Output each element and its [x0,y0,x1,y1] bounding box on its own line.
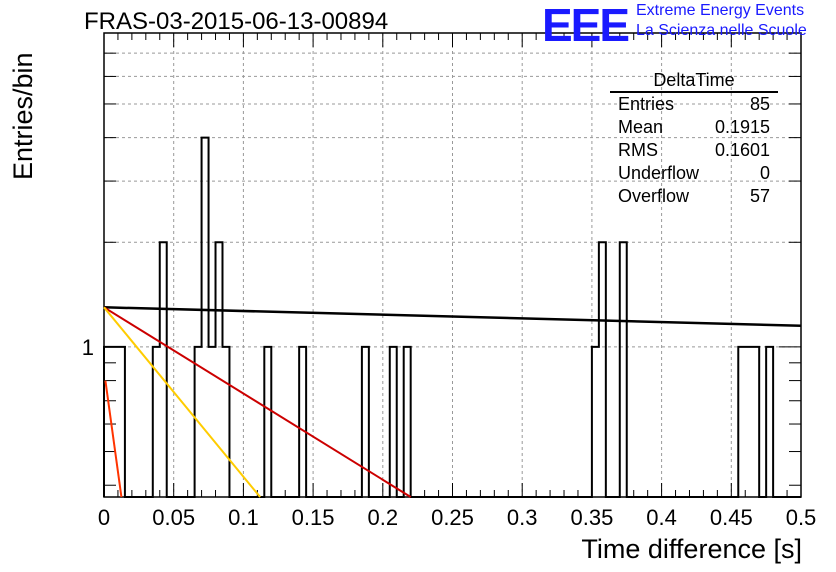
x-tick-label: 0 [98,505,110,530]
x-tick-label: 0.2 [368,505,399,530]
x-tick-label: 0.15 [292,505,335,530]
stats-label: RMS [618,140,658,160]
stats-label: Underflow [618,163,700,183]
x-tick-label: 0.5 [786,505,817,530]
stats-row-entries: Entries 85 [610,93,778,116]
x-tick-label: 0.4 [646,505,677,530]
eee-logo-mark: EEE [542,0,630,51]
stats-value: 0.1915 [714,117,770,137]
histogram-bin [620,242,627,497]
stats-row-mean: Mean 0.1915 [610,116,778,139]
histogram-bin [738,347,745,497]
stats-label: Mean [618,117,664,137]
histogram-bin [592,347,599,497]
stats-label: Entries [618,94,675,114]
stats-value: 57 [749,186,770,206]
histogram-bin [209,347,216,497]
fit-line [103,306,802,328]
fit-line [104,380,123,498]
stats-value: 0.1601 [714,140,770,160]
histogram-bin [766,347,773,497]
x-tick-label: 0.35 [570,505,613,530]
stats-value: 85 [749,94,770,114]
stats-row-overflow: Overflow 57 [610,185,778,208]
stats-label: Overflow [618,186,690,206]
x-tick-label: 0.45 [710,505,753,530]
histogram-bin [222,347,229,497]
histogram-bin [390,347,397,497]
x-tick-label: 0.1 [228,505,259,530]
histogram-bin [202,138,209,497]
x-tick-label: 0.3 [507,505,538,530]
histogram-bin [160,242,167,497]
stats-row-rms: RMS 0.1601 [610,139,778,162]
stats-row-underflow: Underflow 0 [610,162,778,185]
histogram-bin [104,347,111,497]
stats-value: 0 [759,163,770,183]
chart-title: FRAS-03-2015-06-13-00894 [84,8,389,35]
fit-line [103,306,261,498]
histogram-bin [745,347,752,497]
stats-box: DeltaTime Entries 85 Mean 0.1915 RMS 0.1… [610,70,778,208]
logo-line-2: La Scienza nelle Scuole [636,22,807,39]
histogram-bin [216,242,223,497]
histogram-bin [264,347,271,497]
y-axis-label: Entries/bin [8,52,38,180]
histogram-bin [299,347,306,497]
histogram-bin [404,347,411,497]
stats-title: DeltaTime [610,70,778,93]
x-tick-label: 0.25 [431,505,474,530]
x-axis-label: Time difference [s] [581,534,802,564]
histogram-bin [752,347,759,497]
histogram-bin [599,242,606,497]
logo-line-1: Extreme Energy Events [636,2,805,19]
histogram-bin [362,347,369,497]
fit-line [103,306,412,498]
y-tick-label: 1 [82,335,94,360]
x-tick-label: 0.05 [152,505,195,530]
